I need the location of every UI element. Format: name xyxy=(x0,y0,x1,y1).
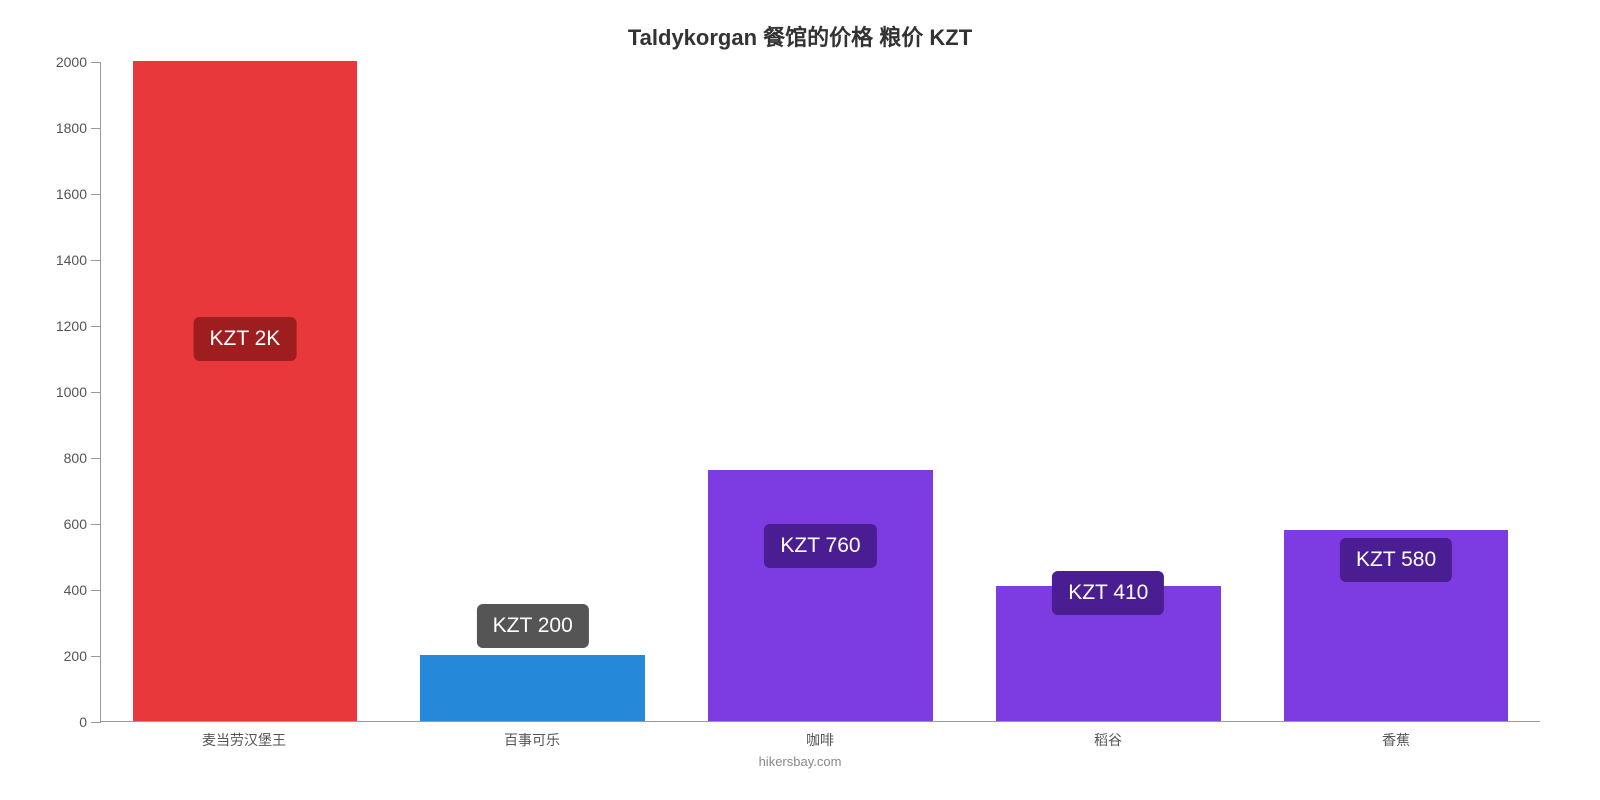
y-tick-label: 600 xyxy=(64,516,101,532)
bar-slot: KZT 760 xyxy=(677,62,965,721)
price-chart: Taldykorgan 餐馆的价格 粮价 KZT KZT 2KKZT 200KZ… xyxy=(0,0,1600,800)
y-tick-label: 0 xyxy=(79,714,101,730)
y-tick-label: 1200 xyxy=(56,318,101,334)
bar-value-label: KZT 410 xyxy=(1052,571,1164,615)
y-tick-label: 800 xyxy=(64,450,101,466)
bar-slot: KZT 410 xyxy=(964,62,1252,721)
bar xyxy=(133,61,357,721)
y-tick-label: 1800 xyxy=(56,120,101,136)
bars-container: KZT 2K KZT 200 KZT 760 KZT 410 KZT 580 xyxy=(101,62,1540,721)
bar-value-label: KZT 760 xyxy=(764,524,876,568)
x-axis-labels: 麦当劳汉堡王百事可乐咖啡稻谷香蕉 xyxy=(100,722,1540,750)
bar xyxy=(708,470,932,721)
bar-value-label: KZT 580 xyxy=(1340,538,1452,582)
x-axis-label: 百事可乐 xyxy=(388,722,676,750)
y-tick-label: 1000 xyxy=(56,384,101,400)
bar-slot: KZT 200 xyxy=(389,62,677,721)
attribution-text: hikersbay.com xyxy=(40,754,1560,769)
bar-slot: KZT 580 xyxy=(1252,62,1540,721)
y-tick-label: 2000 xyxy=(56,54,101,70)
bar xyxy=(420,655,644,721)
x-axis-label: 麦当劳汉堡王 xyxy=(100,722,388,750)
x-axis-label: 稻谷 xyxy=(964,722,1252,750)
bar-slot: KZT 2K xyxy=(101,62,389,721)
y-tick-label: 1400 xyxy=(56,252,101,268)
y-tick-label: 400 xyxy=(64,582,101,598)
y-tick-label: 1600 xyxy=(56,186,101,202)
y-tick-label: 200 xyxy=(64,648,101,664)
x-axis-label: 香蕉 xyxy=(1252,722,1540,750)
chart-title: Taldykorgan 餐馆的价格 粮价 KZT xyxy=(40,20,1560,52)
bar-value-label: KZT 200 xyxy=(477,604,589,648)
x-axis-label: 咖啡 xyxy=(676,722,964,750)
plot-area: KZT 2KKZT 200KZT 760KZT 410KZT 580 02004… xyxy=(100,62,1540,722)
bar-value-label: KZT 2K xyxy=(193,317,296,361)
